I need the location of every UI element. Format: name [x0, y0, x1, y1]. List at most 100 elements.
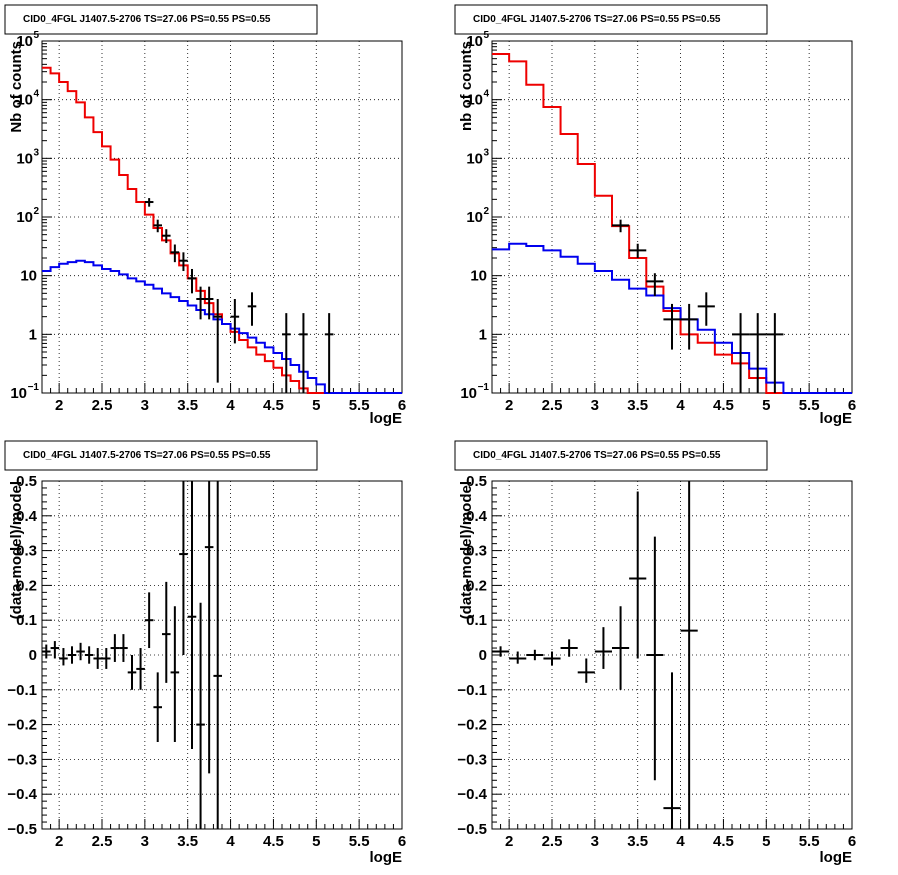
x-tick-label: 4.5 [263, 397, 284, 414]
x-tick-label: 4 [226, 397, 235, 414]
y-tick-label: 10 [16, 92, 33, 109]
x-tick-label: 5.5 [799, 833, 820, 850]
x-tick-label: 6 [848, 833, 856, 850]
model-step-line [42, 66, 402, 394]
x-tick-label: 2.5 [92, 833, 113, 850]
y-tick-label: 0.5 [466, 473, 487, 490]
panel-residuals-right: CID0_4FGL J1407.5-2706 TS=27.06 PS=0.55 … [454, 440, 856, 866]
x-tick-label: 4.5 [263, 833, 284, 850]
x-tick-label: 2 [55, 833, 63, 850]
x-tick-label: 3 [591, 833, 599, 850]
y-tick-label: 10 [466, 150, 483, 167]
y-tick-exponent: 3 [33, 147, 39, 158]
y-tick-label: 0.3 [466, 543, 487, 560]
y-tick-label: 0 [29, 647, 37, 664]
panel-title: CID0_4FGL J1407.5-2706 TS=27.06 PS=0.55 … [473, 450, 721, 461]
title-box [4, 440, 318, 471]
x-tick-label: 4.5 [713, 833, 734, 850]
y-tick-exponent: 3 [483, 147, 489, 158]
y-tick-label: 10 [16, 209, 33, 226]
y-tick-label: 10 [16, 150, 33, 167]
y-axis-label: Nb of counts [8, 41, 25, 133]
x-tick-label: 5.5 [799, 397, 820, 414]
x-tick-label: 4 [676, 833, 685, 850]
x-tick-label: 2.5 [542, 397, 563, 414]
y-tick-label: −0.4 [457, 786, 487, 803]
panel-residuals-left: CID0_4FGL J1407.5-2706 TS=27.06 PS=0.55 … [4, 440, 406, 866]
x-axis-label: logE [820, 410, 853, 427]
y-tick-label: −0.5 [457, 821, 487, 838]
y-tick-label: −0.2 [7, 717, 37, 734]
y-axis-label: nb of counts [458, 41, 475, 131]
plot-body: 2 2.5 3 3.5 4 4.5 5 5.5 6 −0.5 −0.4 −0.3 −0.2 −0.1 0 0.… [457, 473, 856, 850]
y-axis-label: (data-model)/model [8, 481, 25, 619]
x-tick-label: 5 [312, 397, 320, 414]
panel-counts-left: CID0_4FGL J1407.5-2706 TS=27.06 PS=0.55 … [4, 4, 406, 427]
y-tick-label: −0.5 [7, 821, 37, 838]
y-tick-label: 10 [470, 268, 487, 285]
x-axis-label: logE [370, 849, 403, 866]
y-tick-label: −0.2 [457, 717, 487, 734]
y-tick-label: 10 [16, 33, 33, 50]
x-tick-label: 5.5 [349, 397, 370, 414]
y-tick-label: 0.1 [466, 612, 487, 629]
y-tick-exponent: −1 [478, 382, 490, 393]
x-tick-label: 3 [591, 397, 599, 414]
y-tick-label: 1 [479, 326, 487, 343]
x-tick-label: 5 [312, 833, 320, 850]
panel-counts-right: CID0_4FGL J1407.5-2706 TS=27.06 PS=0.55 … [454, 4, 856, 427]
y-tick-exponent: 4 [483, 89, 489, 100]
y-tick-label: 0.5 [16, 473, 37, 490]
y-tick-label: 10 [20, 268, 37, 285]
x-tick-label: 3.5 [177, 397, 198, 414]
x-tick-label: 6 [848, 397, 856, 414]
y-tick-label: −0.1 [7, 682, 37, 699]
x-tick-label: 3.5 [627, 833, 648, 850]
x-tick-label: 6 [398, 833, 406, 850]
y-tick-label: 10 [466, 33, 483, 50]
y-tick-exponent: 5 [483, 30, 489, 41]
title-box [4, 4, 318, 35]
x-tick-label: 3.5 [627, 397, 648, 414]
plot-body: 2 2.5 3 3.5 4 4.5 5 5.5 6 −0.5 −0.4 −0.3 −0.2 −0.1 0 0.… [7, 473, 406, 850]
x-tick-label: 4 [226, 833, 235, 850]
x-tick-label: 6 [398, 397, 406, 414]
y-tick-label: 1 [29, 326, 37, 343]
x-tick-label: 2 [505, 833, 513, 850]
y-tick-exponent: 2 [33, 206, 39, 217]
x-tick-label: 2.5 [92, 397, 113, 414]
y-tick-label: 0 [479, 647, 487, 664]
x-tick-label: 4 [676, 397, 685, 414]
y-tick-exponent: 4 [33, 89, 39, 100]
y-tick-exponent: 2 [483, 206, 489, 217]
y-tick-label: 0.4 [16, 508, 38, 525]
y-tick-label: 10 [466, 92, 483, 109]
y-tick-label: 0.2 [466, 577, 487, 594]
x-tick-label: 2 [505, 397, 513, 414]
y-tick-label: 0.3 [16, 543, 37, 560]
y-tick-label: 0.1 [16, 612, 37, 629]
x-axis-label: logE [820, 849, 853, 866]
y-tick-label: 10 [466, 209, 483, 226]
model-step-line [42, 259, 402, 394]
y-tick-exponent: −1 [28, 382, 40, 393]
y-tick-label: −0.4 [7, 786, 37, 803]
model-step-line [492, 242, 852, 394]
title-box [454, 4, 768, 35]
x-tick-label: 5 [762, 833, 770, 850]
y-axis-label: (data-model)/model [458, 481, 475, 619]
x-tick-label: 2 [55, 397, 63, 414]
y-tick-label: −0.3 [457, 751, 487, 768]
y-tick-label: 10 [10, 385, 27, 402]
x-tick-label: 3 [141, 397, 149, 414]
x-tick-label: 2.5 [542, 833, 563, 850]
y-tick-label: −0.1 [457, 682, 487, 699]
x-tick-label: 5.5 [349, 833, 370, 850]
y-tick-label: −0.3 [7, 751, 37, 768]
x-tick-label: 3.5 [177, 833, 198, 850]
x-tick-label: 4.5 [713, 397, 734, 414]
panel-title: CID0_4FGL J1407.5-2706 TS=27.06 PS=0.55 … [23, 14, 271, 25]
